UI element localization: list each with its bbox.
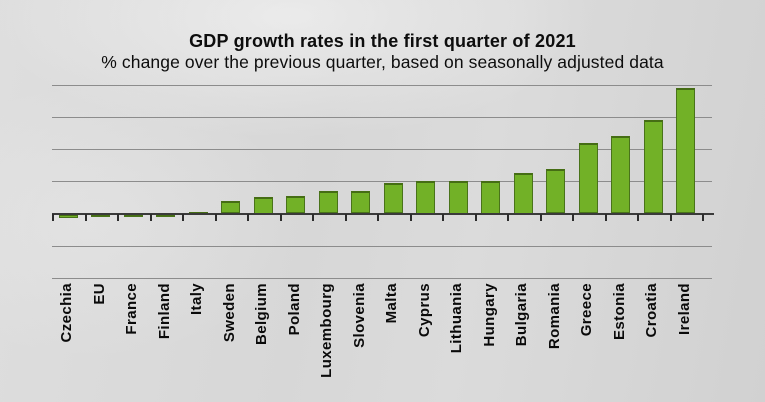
bar-poland: [286, 195, 306, 214]
bar-hungary: [481, 181, 501, 214]
axis-tick: [409, 213, 412, 221]
x-tick-label: Sweden: [220, 283, 238, 343]
bar-ireland: [676, 88, 696, 214]
x-tick-label: Finland: [155, 283, 173, 340]
axis-tick: [474, 213, 477, 221]
x-tick-label: Greece: [578, 283, 596, 337]
x-tick-label: Cyprus: [415, 283, 433, 338]
x-tick-label: Hungary: [480, 283, 498, 347]
bar-france: [123, 213, 143, 217]
gridline: [52, 149, 712, 151]
axis-tick: [604, 213, 607, 221]
axis-tick: [117, 213, 119, 221]
axis-tick: [702, 213, 704, 221]
x-tick-label: Lithuania: [448, 283, 466, 354]
bar-bulgaria: [513, 173, 533, 214]
axis-tick: [182, 213, 184, 221]
axis-tick: [377, 213, 379, 221]
gridline: [52, 85, 712, 86]
axis-tick: [279, 213, 282, 221]
x-tick-label: Italy: [188, 283, 206, 316]
x-tick-label: Bulgaria: [513, 283, 531, 347]
x-tick-label: Croatia: [643, 283, 661, 338]
x-tick-label: Estonia: [610, 283, 628, 340]
axis-tick: [442, 213, 444, 221]
x-tick-label: Malta: [383, 283, 401, 324]
gridline: [52, 277, 712, 279]
x-axis-line: [52, 212, 714, 215]
gridline: [52, 245, 712, 247]
chart-title: GDP growth rates in the first quarter of…: [189, 31, 576, 51]
chart-subtitle: % change over the previous quarter, base…: [101, 52, 664, 73]
bar-belgium: [253, 197, 273, 214]
bar-cyprus: [416, 181, 436, 214]
axis-tick: [344, 213, 347, 221]
x-tick-label: Ireland: [675, 283, 693, 335]
gridline: [52, 117, 712, 119]
axis-tick: [247, 213, 249, 221]
bar-slovenia: [351, 191, 371, 214]
bar-luxembourg: [318, 191, 338, 214]
axis-tick: [539, 213, 542, 221]
bar-romania: [546, 168, 566, 214]
bar-eu: [91, 213, 111, 217]
x-tick-label: Poland: [285, 283, 303, 336]
x-tick-label: Slovenia: [350, 283, 368, 348]
x-tick-label: Romania: [545, 283, 563, 350]
bar-lithuania: [448, 181, 468, 214]
axis-tick: [214, 213, 217, 221]
x-tick-label: Czechia: [58, 283, 76, 343]
x-tick-label: France: [123, 283, 141, 335]
axis-tick: [637, 213, 639, 221]
axis-tick: [312, 213, 314, 221]
bar-croatia: [643, 120, 663, 214]
axis-tick: [52, 213, 54, 221]
gridline: [52, 181, 712, 183]
axis-tick: [507, 213, 509, 221]
axis-tick: [84, 213, 87, 221]
axis-tick: [669, 213, 672, 221]
bar-estonia: [611, 136, 631, 214]
x-tick-label: EU: [90, 283, 108, 305]
axis-tick: [572, 213, 574, 221]
x-tick-label: Luxembourg: [318, 283, 336, 378]
axis-tick: [149, 213, 152, 221]
bar-malta: [383, 182, 403, 214]
bar-finland: [156, 213, 176, 217]
x-tick-label: Belgium: [253, 283, 271, 345]
bar-greece: [578, 142, 598, 214]
title-block: GDP growth rates in the first quarter of…: [0, 31, 765, 73]
